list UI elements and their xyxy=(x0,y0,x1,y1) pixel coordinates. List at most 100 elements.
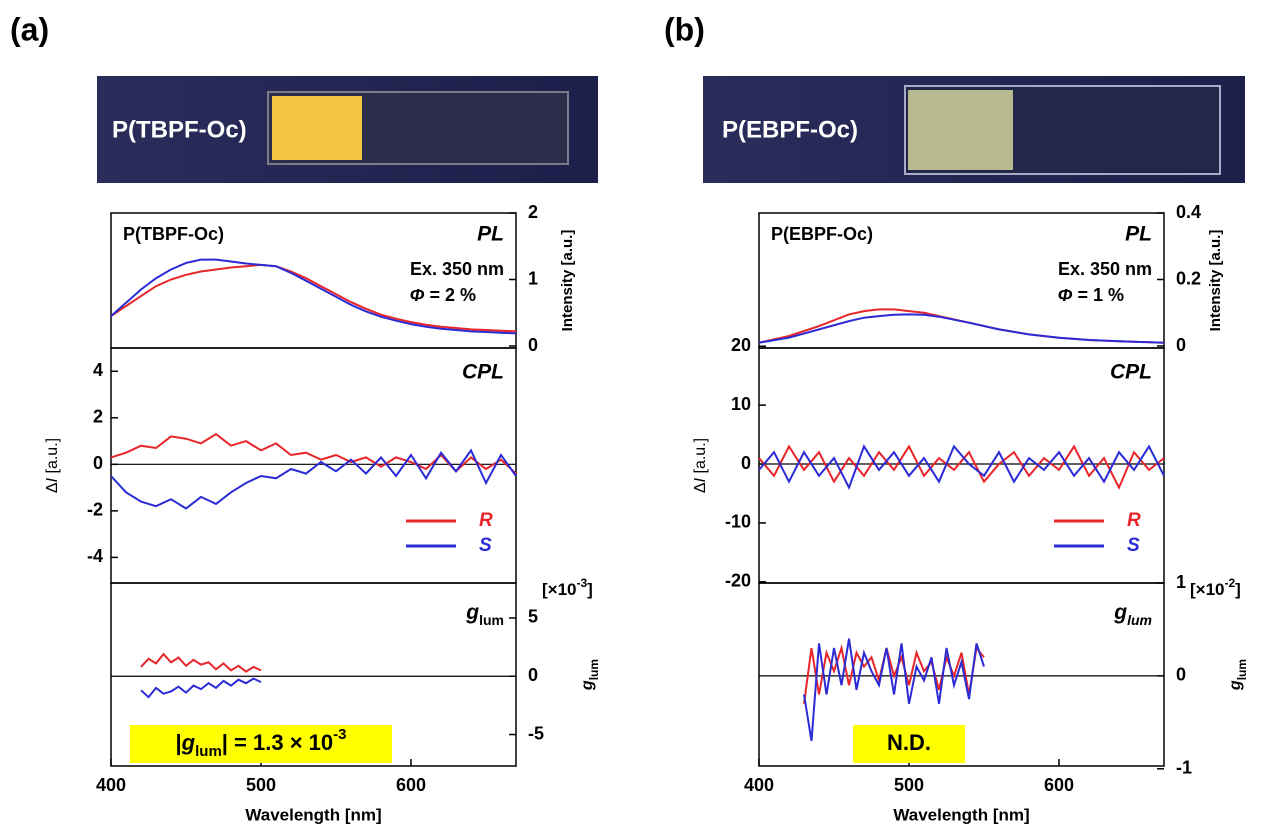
axis-units-part: [×10 xyxy=(1190,580,1225,599)
annotation-part: g xyxy=(181,730,196,755)
y-tick-label: 0 xyxy=(528,665,538,685)
y-tick-label: -1 xyxy=(1176,758,1192,778)
data-line xyxy=(803,638,985,742)
legend-label: S xyxy=(1127,535,1140,556)
y-axis-label-part: I xyxy=(692,477,709,482)
chart-title-part: lum xyxy=(479,612,504,628)
annotation-box xyxy=(853,725,965,763)
legend-label: R xyxy=(479,510,493,531)
y-axis-label-part: g xyxy=(579,680,596,691)
chart-title: PL xyxy=(477,223,504,246)
excitation: Ex. 350 nm xyxy=(410,259,504,279)
y-tick-label: 10 xyxy=(731,394,751,414)
axis-units-part: ] xyxy=(1235,580,1241,599)
y-tick-label: 0.2 xyxy=(1176,268,1201,288)
chart-title: glum xyxy=(1113,601,1152,628)
chart-title-part: g xyxy=(1113,601,1127,624)
chart-title: glum xyxy=(465,601,504,628)
plot-frame xyxy=(110,347,517,584)
y-tick-label: -4 xyxy=(87,546,103,566)
quantum-yield: Φ = 1 % xyxy=(1058,285,1124,305)
data-line xyxy=(140,677,262,699)
chart-title: CPL xyxy=(462,361,504,384)
annotation: N.D. xyxy=(887,730,931,755)
film xyxy=(908,90,1013,170)
data-line xyxy=(758,444,1165,491)
axis-units: [×10-2] xyxy=(1190,576,1241,599)
y-axis-label-part: lum xyxy=(587,659,601,680)
film xyxy=(272,96,362,160)
y-axis-label-part: [a.u.] xyxy=(44,438,61,478)
y-axis-label: Intensity [a.u.] xyxy=(559,230,576,332)
data-line xyxy=(110,448,517,510)
annotation-part: -3 xyxy=(333,726,346,743)
y-tick-label: 2 xyxy=(528,202,538,222)
annotation: |glum| = 1.3 × 10-3 xyxy=(176,726,347,760)
quantum-yield-part: = 2 % xyxy=(424,285,476,305)
legend-label: S xyxy=(479,535,492,556)
y-axis-label-part: I xyxy=(44,477,61,482)
y-axis-label: ΔI [a.u.] xyxy=(692,438,709,493)
y-tick-label: 5 xyxy=(528,607,538,627)
quantum-yield-part: Φ xyxy=(410,285,425,305)
annotation-part: lum xyxy=(195,743,222,760)
y-axis-label: glum xyxy=(579,659,601,691)
x-tick-label: 600 xyxy=(1044,775,1074,795)
y-tick-label: 0 xyxy=(1176,335,1186,355)
y-axis-label: ΔI [a.u.] xyxy=(44,438,61,493)
x-tick-label: 500 xyxy=(246,775,276,795)
y-axis-label: glum xyxy=(1227,659,1249,691)
chart-title-part: lum xyxy=(1127,612,1152,628)
chart-title: CPL xyxy=(1110,361,1152,384)
y-tick-label: 0 xyxy=(528,335,538,355)
excitation: Ex. 350 nm xyxy=(1058,259,1152,279)
chart-title-part: g xyxy=(465,601,479,624)
x-tick-label: 600 xyxy=(396,775,426,795)
axis-units: [×10-3] xyxy=(542,576,593,599)
x-axis-label: Wavelength [nm] xyxy=(893,805,1029,824)
plot-frame xyxy=(758,582,1165,767)
y-tick-label: -20 xyxy=(725,571,751,591)
x-tick-label: 400 xyxy=(744,775,774,795)
x-tick-label: 500 xyxy=(894,775,924,795)
annotation-box xyxy=(130,725,392,763)
legend-label: R xyxy=(1127,510,1141,531)
axis-units-part: -3 xyxy=(577,576,588,590)
y-tick-label: 20 xyxy=(731,335,751,355)
data-line xyxy=(110,263,517,333)
quantum-yield-part: Φ xyxy=(1058,285,1073,305)
photo-label: P(TBPF-Oc) xyxy=(112,116,247,143)
y-tick-label: 0 xyxy=(93,453,103,473)
data-line xyxy=(803,644,985,704)
y-tick-label: 1 xyxy=(528,268,538,288)
y-tick-label: 2 xyxy=(93,407,103,427)
photo-label: P(EBPF-Oc) xyxy=(722,116,858,143)
plot-frame xyxy=(758,347,1165,584)
y-axis-label-part: Δ xyxy=(692,482,709,493)
panel-label: (a) xyxy=(10,11,49,47)
data-line xyxy=(758,308,1165,344)
quantum-yield-part: = 1 % xyxy=(1072,285,1124,305)
axis-units-part: [×10 xyxy=(542,580,577,599)
sample-name: P(EBPF-Oc) xyxy=(771,224,873,244)
y-tick-label: 4 xyxy=(93,360,103,380)
sample-name: P(TBPF-Oc) xyxy=(123,224,224,244)
y-tick-label: 1 xyxy=(1176,572,1186,592)
data-line xyxy=(758,313,1165,344)
y-axis-label-part: g xyxy=(1227,680,1244,691)
data-line xyxy=(110,258,517,335)
y-axis-label-part: Δ xyxy=(44,482,61,493)
y-axis-label-part: [a.u.] xyxy=(692,438,709,478)
y-tick-label: 0 xyxy=(741,453,751,473)
y-tick-label: -10 xyxy=(725,512,751,532)
x-axis-label: Wavelength [nm] xyxy=(245,805,381,824)
quantum-yield: Φ = 2 % xyxy=(410,285,476,305)
data-line xyxy=(140,652,262,673)
plot-frame xyxy=(110,582,517,767)
y-tick-label: -5 xyxy=(528,723,544,743)
y-tick-label: 0 xyxy=(1176,665,1186,685)
chart-title: PL xyxy=(1125,223,1152,246)
y-tick-label: -2 xyxy=(87,500,103,520)
axis-units-part: -2 xyxy=(1225,576,1236,590)
